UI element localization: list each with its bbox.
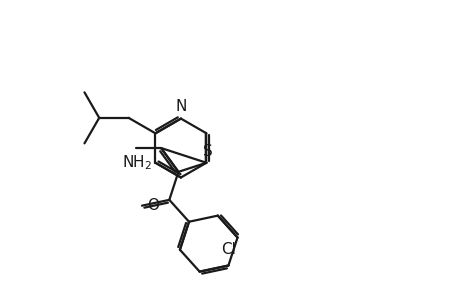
Text: NH$_2$: NH$_2$ — [122, 153, 152, 172]
Text: O: O — [146, 198, 158, 213]
Text: N: N — [175, 99, 186, 114]
Text: S: S — [202, 144, 212, 159]
Text: Cl: Cl — [220, 242, 235, 257]
